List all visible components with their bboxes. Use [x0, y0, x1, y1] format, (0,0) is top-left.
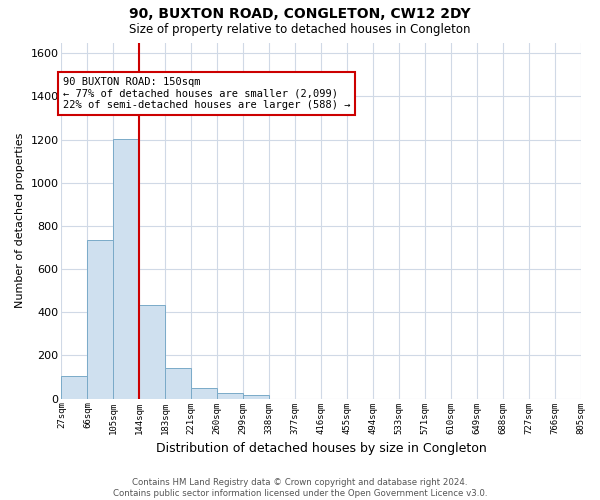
Bar: [88, 240, 113, 398]
Text: Size of property relative to detached houses in Congleton: Size of property relative to detached ho…: [129, 22, 471, 36]
Bar: [165, 368, 191, 398]
Bar: [61, 376, 88, 398]
Bar: [113, 138, 139, 398]
Bar: [191, 388, 217, 398]
Text: 90, BUXTON ROAD, CONGLETON, CW12 2DY: 90, BUXTON ROAD, CONGLETON, CW12 2DY: [129, 8, 471, 22]
X-axis label: Distribution of detached houses by size in Congleton: Distribution of detached houses by size …: [155, 442, 487, 455]
Text: Contains HM Land Registry data © Crown copyright and database right 2024.
Contai: Contains HM Land Registry data © Crown c…: [113, 478, 487, 498]
Bar: [243, 396, 269, 398]
Text: 90 BUXTON ROAD: 150sqm
← 77% of detached houses are smaller (2,099)
22% of semi-: 90 BUXTON ROAD: 150sqm ← 77% of detached…: [63, 77, 350, 110]
Y-axis label: Number of detached properties: Number of detached properties: [15, 133, 25, 308]
Bar: [217, 392, 243, 398]
Bar: [139, 304, 165, 398]
